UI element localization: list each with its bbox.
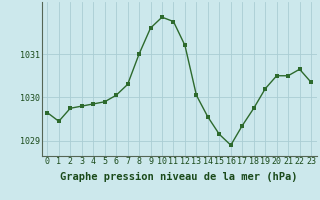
X-axis label: Graphe pression niveau de la mer (hPa): Graphe pression niveau de la mer (hPa) xyxy=(60,172,298,182)
